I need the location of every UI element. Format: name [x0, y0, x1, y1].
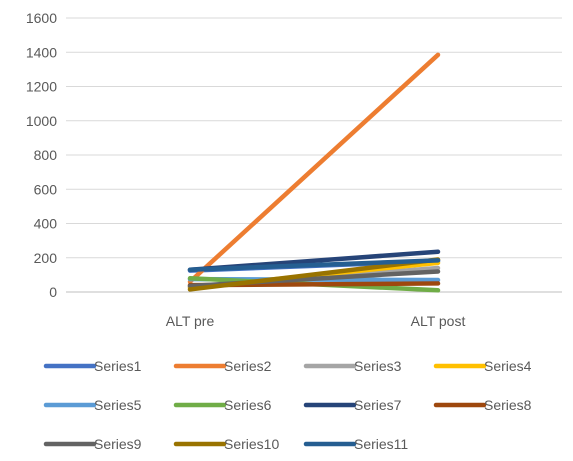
- series-line-11: [187, 258, 441, 272]
- legend-item-9: Series9: [43, 436, 142, 452]
- legend-label: Series7: [354, 397, 402, 413]
- y-tick-label: 800: [34, 147, 58, 163]
- y-tick-label: 1600: [26, 10, 57, 26]
- y-tick-label: 400: [34, 216, 58, 232]
- legend-item-8: Series8: [433, 397, 532, 413]
- legend-label: Series2: [224, 358, 272, 374]
- legend-item-6: Series6: [173, 397, 272, 413]
- y-tick-label: 1200: [26, 79, 57, 95]
- legend-label: Series11: [354, 436, 408, 452]
- legend-label: Series8: [484, 397, 532, 413]
- legend-label: Series3: [354, 358, 402, 374]
- y-tick-label: 200: [34, 250, 58, 266]
- x-axis-tick-labels: ALT pre ALT post: [166, 313, 466, 329]
- legend-item-11: Series11: [303, 436, 408, 452]
- y-tick-label: 1400: [26, 44, 57, 60]
- legend-label: Series10: [224, 436, 279, 452]
- legend-item-10: Series10: [173, 436, 279, 452]
- legend-item-2: Series2: [173, 358, 272, 374]
- series-lines: [187, 52, 441, 293]
- legend-item-1: Series1: [43, 358, 142, 374]
- gridlines: [66, 17, 562, 293]
- y-tick-label: 0: [49, 284, 57, 300]
- legend-label: Series5: [94, 397, 142, 413]
- legend-label: Series4: [484, 358, 532, 374]
- legend-item-7: Series7: [303, 397, 402, 413]
- legend-label: Series9: [94, 436, 142, 452]
- y-axis-tick-labels: 0 200 400 600 800 1000 1200 1400 1600: [26, 10, 57, 300]
- series-line-2: [187, 52, 441, 284]
- legend: Series1 Series2 Series3 Series4 Series5 Serie…: [43, 358, 532, 452]
- legend-label: Series1: [94, 358, 142, 374]
- y-tick-label: 1000: [26, 113, 57, 129]
- legend-label: Series6: [224, 397, 272, 413]
- y-tick-label: 600: [34, 181, 58, 197]
- x-tick-label: ALT pre: [166, 313, 215, 329]
- legend-item-4: Series4: [433, 358, 532, 374]
- legend-item-3: Series3: [303, 358, 402, 374]
- legend-item-5: Series5: [43, 397, 142, 413]
- x-tick-label: ALT post: [411, 313, 466, 329]
- series-line-10: [187, 257, 441, 292]
